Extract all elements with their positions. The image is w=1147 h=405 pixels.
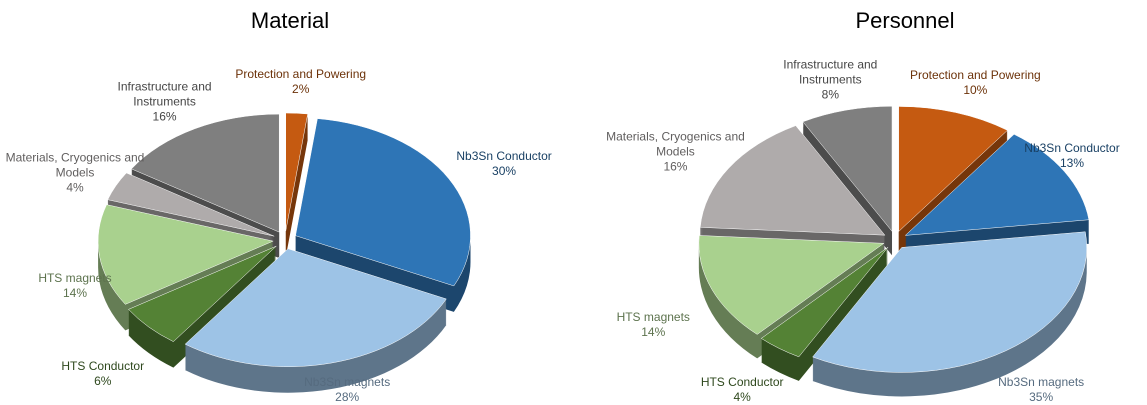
- slice-label: Infrastructure and Instruments 16%: [90, 79, 240, 124]
- slice: [698, 235, 885, 335]
- category-label: Protection and Powering: [909, 68, 1041, 83]
- category-label: Nb3Sn Conductor: [456, 148, 552, 163]
- slice: [812, 231, 1087, 373]
- slice-label: Protection and Powering 2%: [226, 67, 376, 97]
- value-label: 30%: [492, 163, 517, 178]
- slice-label: HTS magnets 14%: [578, 310, 728, 340]
- slice: [898, 106, 1008, 233]
- value-label: 35%: [1029, 390, 1054, 404]
- slice: [107, 172, 275, 237]
- value-label: 13%: [1059, 156, 1085, 170]
- category-label: Materials, Cryogenics and Models: [606, 129, 745, 159]
- slice: [295, 118, 471, 287]
- category-label: Protection and Powering: [235, 67, 367, 82]
- slice: [131, 113, 280, 233]
- slice-label: HTS Conductor 6%: [28, 359, 178, 389]
- slice: [184, 248, 447, 367]
- value-label: 4%: [733, 390, 751, 404]
- value-label: 2%: [292, 82, 310, 97]
- category-label: HTS magnets: [38, 270, 112, 285]
- category-label: Materials, Cryogenics and Models: [5, 150, 145, 180]
- value-label: 6%: [94, 374, 112, 389]
- value-label: 8%: [821, 87, 839, 102]
- value-label: 16%: [663, 159, 688, 174]
- category-label: HTS magnets: [616, 309, 690, 324]
- category-label: HTS Conductor: [61, 359, 145, 374]
- chart-title: Material: [250, 8, 330, 33]
- slice-label: HTS magnets 14%: [0, 271, 150, 301]
- slice: [699, 125, 886, 236]
- category-label: Nb3Sn magnets: [304, 375, 391, 389]
- slice-label: HTS Conductor 4%: [667, 375, 817, 405]
- category-label: Nb3Sn magnets: [998, 375, 1085, 389]
- slice-label: Nb3Sn magnets 35%: [966, 375, 1116, 405]
- slice-label: Materials, Cryogenics and Models 4%: [0, 150, 150, 195]
- slice: [802, 106, 893, 232]
- category-label: Nb3Sn Conductor: [1024, 141, 1120, 155]
- slice: [128, 245, 277, 342]
- slice-label: Protection and Powering 10%: [900, 68, 1050, 98]
- value-label: 4%: [66, 180, 84, 195]
- value-label: 14%: [62, 285, 88, 300]
- value-label: 14%: [641, 324, 666, 339]
- category-label: Infrastructure and Instruments: [783, 57, 878, 87]
- slice: [97, 204, 274, 305]
- slice-label: Nb3Sn Conductor 30%: [429, 149, 579, 179]
- slice: [760, 247, 889, 358]
- category-label: HTS Conductor: [700, 375, 784, 389]
- chart-title: Personnel: [855, 8, 955, 33]
- value-label: 10%: [963, 83, 988, 98]
- category-label: Infrastructure and Instruments: [117, 79, 212, 109]
- slice-label: Nb3Sn magnets 28%: [272, 375, 422, 405]
- slice-label: Materials, Cryogenics and Models 16%: [600, 129, 750, 174]
- value-label: 28%: [335, 390, 360, 404]
- slice: [904, 133, 1090, 236]
- slice: [285, 112, 308, 232]
- slice-label: Nb3Sn Conductor 13%: [997, 141, 1147, 171]
- value-label: 16%: [152, 109, 177, 124]
- slice-label: Infrastructure and Instruments 8%: [755, 58, 905, 103]
